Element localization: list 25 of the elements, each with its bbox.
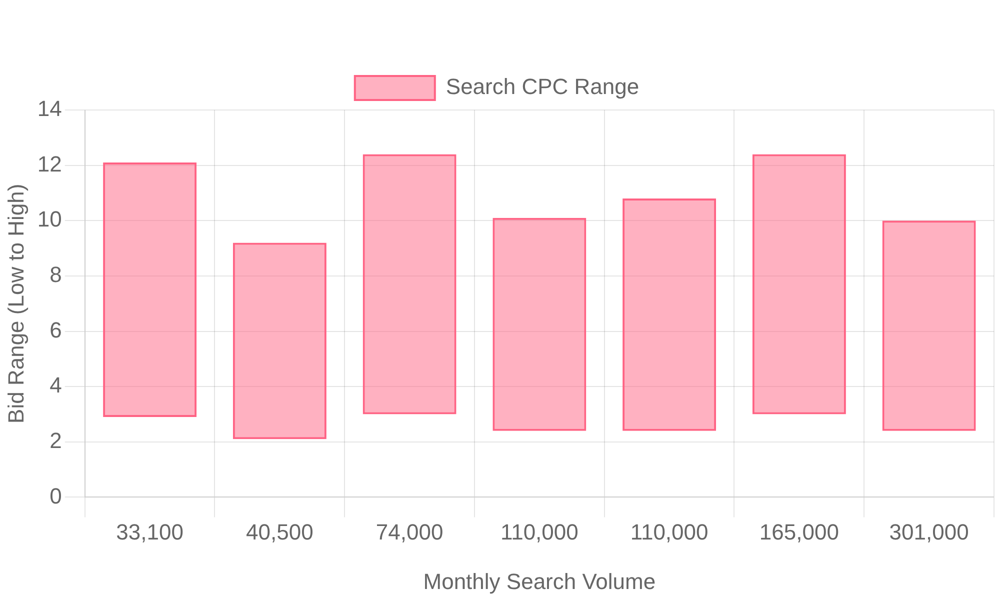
bar	[103, 162, 197, 417]
y-tick-label: 6	[50, 317, 62, 342]
bar	[882, 220, 976, 431]
x-tick-label: 110,000	[500, 519, 578, 544]
x-tick-label: 301,000	[889, 519, 969, 544]
y-tick-label: 2	[50, 428, 62, 453]
legend-label: Search CPC Range	[446, 74, 640, 100]
x-tick-label: 40,500	[246, 519, 314, 544]
y-tick-label: 8	[50, 262, 62, 288]
y-tick-label: 0	[50, 483, 62, 508]
bar	[362, 154, 456, 414]
y-tick-label: 12	[37, 151, 62, 176]
y-tick-label: 14	[37, 96, 62, 122]
x-tick-label: 165,000	[759, 519, 839, 544]
y-axis-title: Bid Range (Low to High)	[3, 184, 28, 424]
y-tick-label: 10	[37, 206, 62, 232]
x-axis-title: Monthly Search Volume	[423, 568, 656, 594]
x-tick-label: 110,000	[630, 519, 708, 544]
bar	[752, 154, 846, 414]
y-tick-label: 4	[50, 372, 62, 398]
x-tick-label: 33,100	[116, 519, 184, 544]
bar	[232, 242, 326, 440]
bar	[622, 198, 716, 431]
bar	[492, 218, 586, 431]
x-tick-label: 74,000	[376, 519, 444, 544]
